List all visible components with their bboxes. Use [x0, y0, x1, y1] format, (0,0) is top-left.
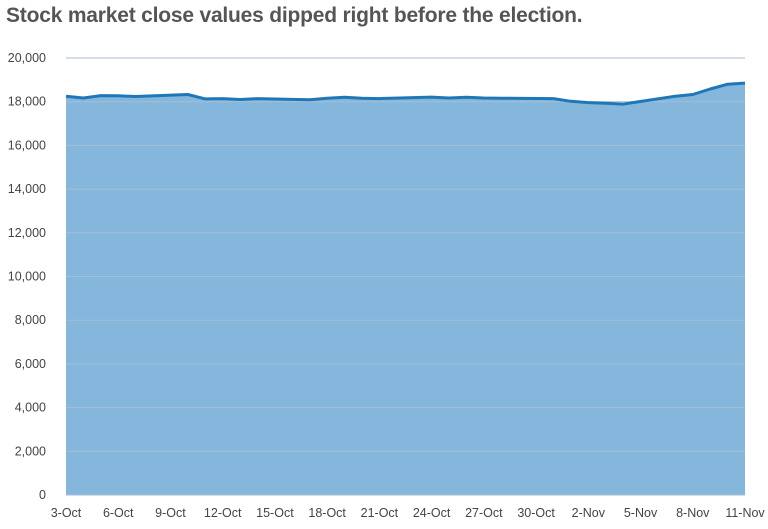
y-tick-label: 6,000: [15, 357, 46, 371]
y-tick-label: 12,000: [8, 226, 46, 240]
y-tick-label: 4,000: [15, 401, 46, 415]
y-tick-label: 2,000: [15, 444, 46, 458]
x-tick-label: 27-Oct: [465, 506, 503, 520]
series-line: [65, 81, 746, 106]
x-tick-label: 5-Nov: [624, 506, 658, 520]
x-tick-label: 30-Oct: [517, 506, 555, 520]
x-tick-label: 15-Oct: [256, 506, 294, 520]
x-tick-label: 12-Oct: [204, 506, 242, 520]
x-tick-label: 24-Oct: [413, 506, 451, 520]
x-tick-label: 18-Oct: [308, 506, 346, 520]
y-tick-label: 10,000: [8, 270, 46, 284]
x-tick-label: 9-Oct: [155, 506, 186, 520]
y-tick-label: 14,000: [8, 182, 46, 196]
y-tick-label: 20,000: [8, 51, 46, 65]
x-tick-label: 2-Nov: [572, 506, 606, 520]
y-tick-label: 16,000: [8, 138, 46, 152]
x-tick-label: 3-Oct: [51, 506, 82, 520]
x-tick-label: 6-Oct: [103, 506, 134, 520]
chart-title: Stock market close values dipped right b…: [6, 4, 583, 27]
x-tick-label: 21-Oct: [361, 506, 399, 520]
x-tick-label: 11-Nov: [725, 506, 765, 520]
area-fill: [66, 83, 745, 495]
y-tick-label: 18,000: [8, 95, 46, 109]
x-tick-label: 8-Nov: [676, 506, 710, 520]
y-tick-label: 0: [39, 488, 46, 502]
y-tick-label: 8,000: [15, 313, 46, 327]
